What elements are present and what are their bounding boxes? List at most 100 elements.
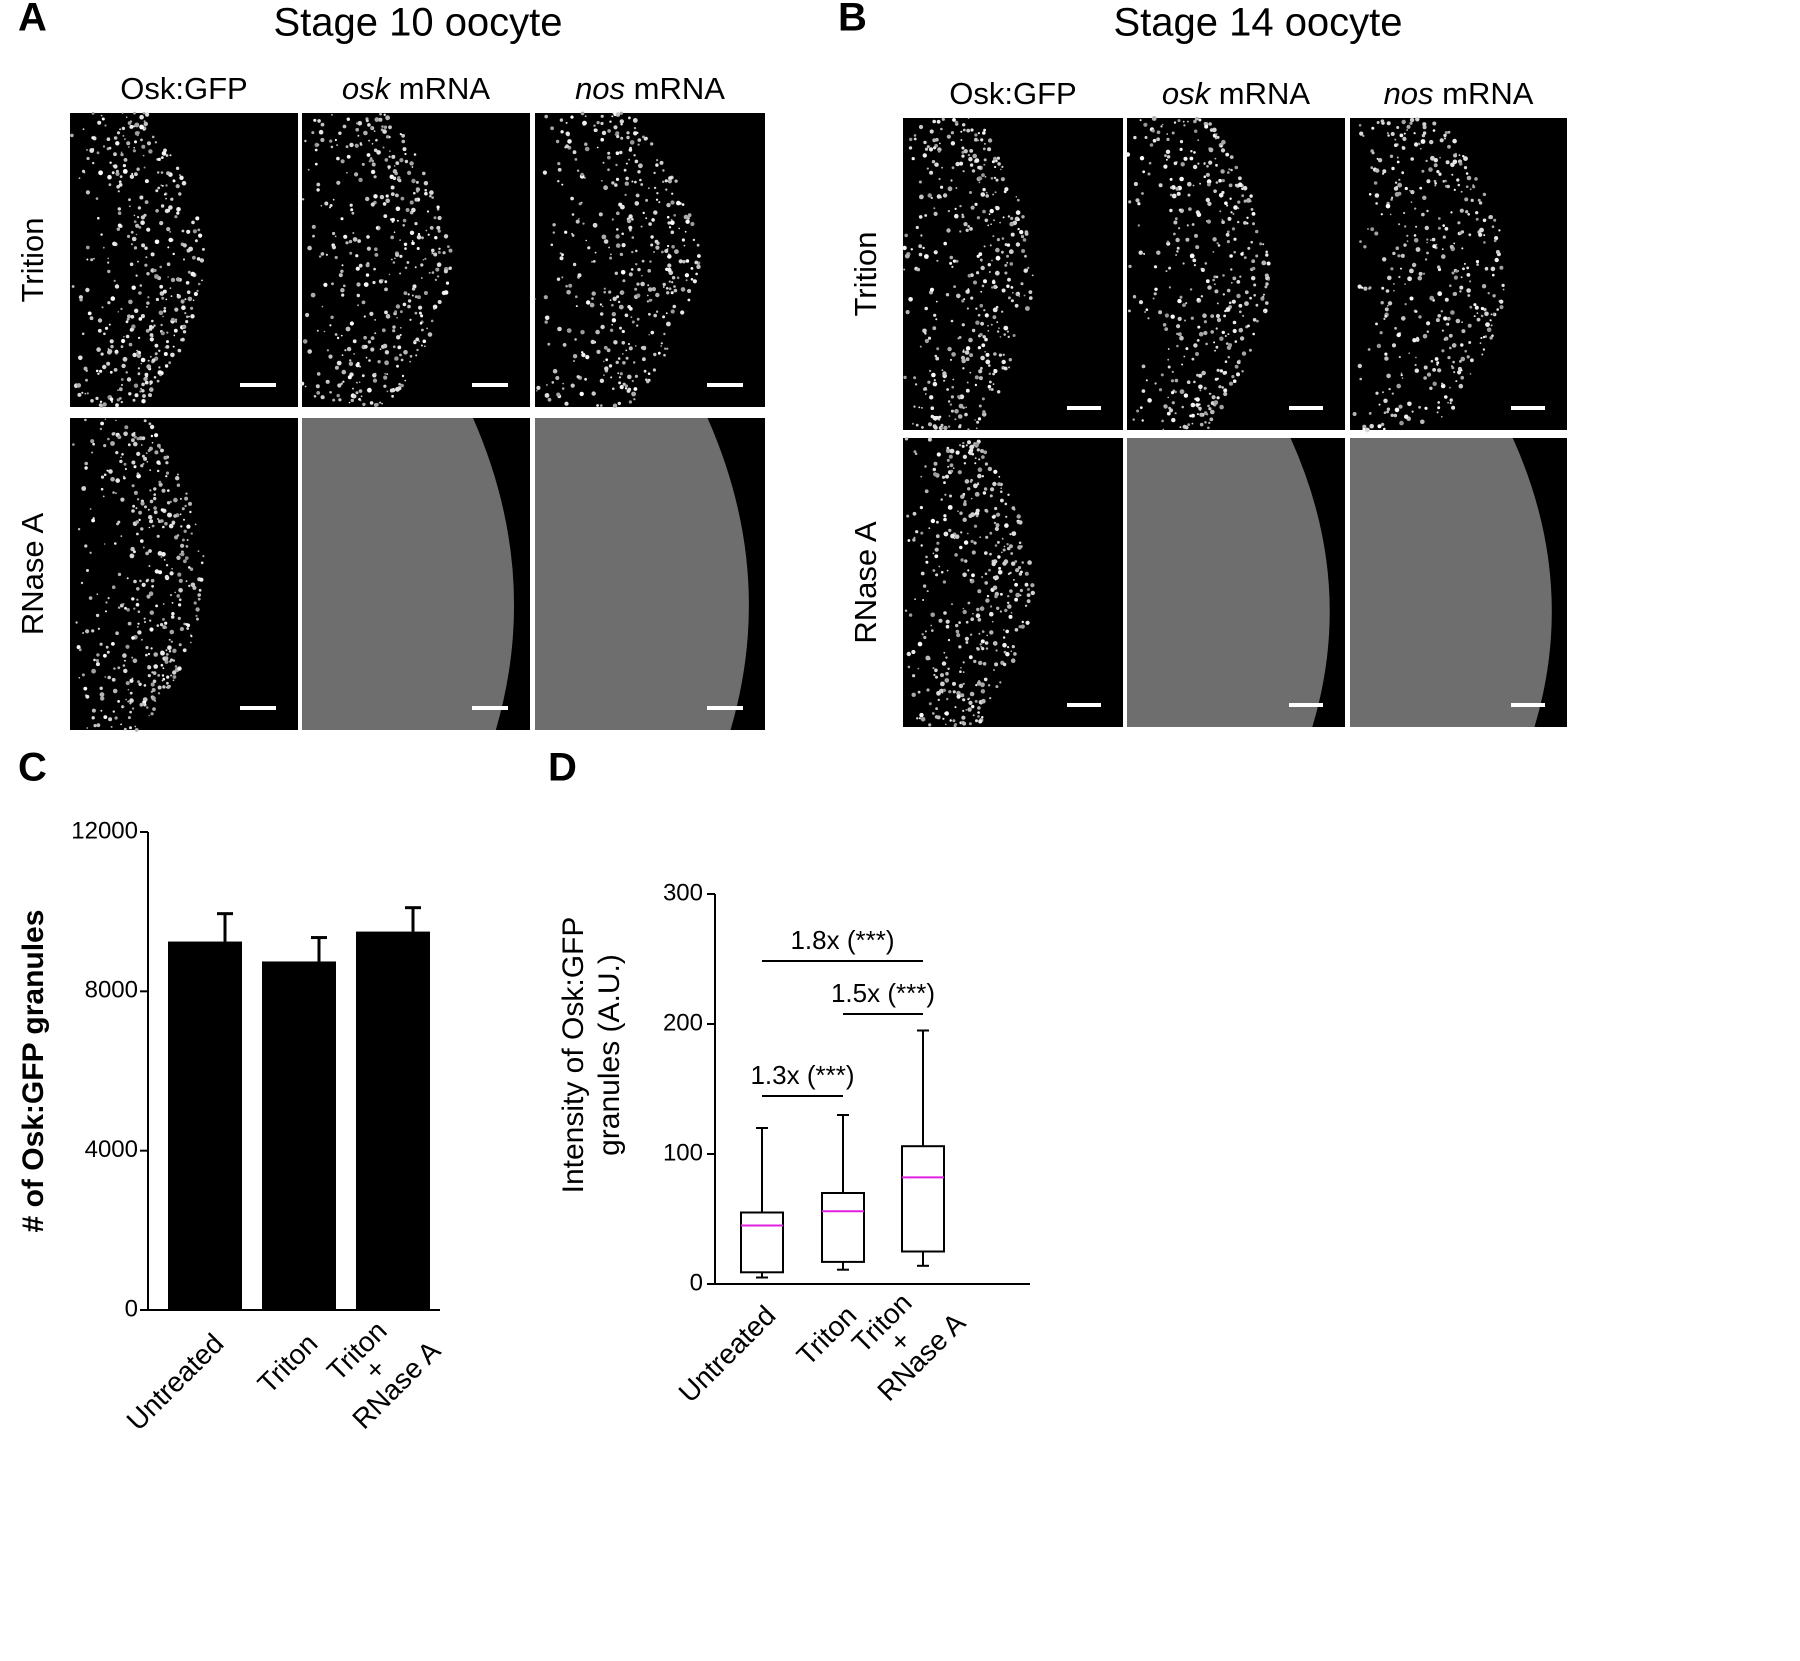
granule [1437,314,1441,318]
granule [653,210,658,215]
granule [1388,387,1391,391]
granule [1435,318,1440,323]
granule [1362,427,1366,431]
granule [181,180,187,186]
granule [603,239,609,244]
granule [1009,262,1014,266]
granule [1422,125,1427,130]
granule [963,222,968,227]
granule [137,206,142,210]
granule [626,389,631,393]
granule [360,395,363,398]
granule [195,614,198,617]
granule [1024,604,1028,607]
granule [601,305,604,308]
granule [201,247,205,251]
granule [166,227,171,232]
granule [1198,384,1203,390]
granule [131,509,135,513]
granule [991,160,995,164]
granule [628,116,631,120]
granule [977,176,982,181]
granule [933,472,938,477]
granule [153,376,157,379]
granule [1006,284,1010,288]
granule [969,444,975,450]
row-label: Trition [848,232,883,317]
granule [112,491,115,494]
granule [127,621,132,626]
granule [112,688,118,694]
granule [991,280,996,285]
granule [154,274,159,279]
granule [624,387,628,390]
granule [107,174,112,180]
granule [985,191,988,194]
granule [338,398,342,402]
granule [367,123,371,127]
granule [159,373,162,377]
granule [129,726,132,730]
granule [1003,650,1007,654]
granule [948,690,952,694]
granule [1002,548,1006,552]
granule [144,126,147,130]
granule [1178,208,1182,212]
granule [1213,189,1217,193]
granule [1216,396,1220,400]
granule [1424,258,1428,261]
granule [151,135,155,139]
granule [924,338,929,344]
granule [575,295,578,298]
granule [443,234,449,239]
granule [934,668,938,673]
granule [1196,298,1200,301]
granule [399,239,401,241]
granule [403,350,408,355]
granule [188,501,192,506]
granule [399,133,402,136]
granule [582,120,587,126]
granule [165,626,168,629]
granule [673,285,676,288]
granule [1414,310,1418,313]
granule [86,392,89,395]
granule [664,179,668,183]
granule [907,539,911,542]
granule [1414,207,1417,210]
granule [1232,320,1237,325]
granule [411,207,416,213]
granule [1444,179,1447,183]
granule [1154,287,1158,291]
granule [962,170,965,173]
granule [567,139,572,144]
granule [365,263,370,268]
granule [1383,317,1386,320]
granule [648,312,651,316]
y-axis-label: # of Osk:GFP granules [17,910,50,1233]
granule [386,373,389,376]
granule [344,349,347,352]
granule [933,211,938,216]
granule [973,483,978,489]
granule [427,233,430,236]
granule [1000,592,1003,596]
granule [666,321,671,327]
granule [368,359,371,362]
granule [970,128,974,132]
granule [153,664,158,669]
granule [966,381,969,384]
granule [985,352,990,357]
granule [163,455,168,460]
granule [156,534,160,538]
granule [631,250,634,254]
granule [149,355,152,358]
granule [1221,330,1225,335]
granule [555,139,560,144]
granule [1151,116,1157,121]
granule [1453,188,1456,191]
granule [150,690,153,693]
granule [615,131,620,136]
granule [622,382,626,386]
granule [1214,377,1218,381]
